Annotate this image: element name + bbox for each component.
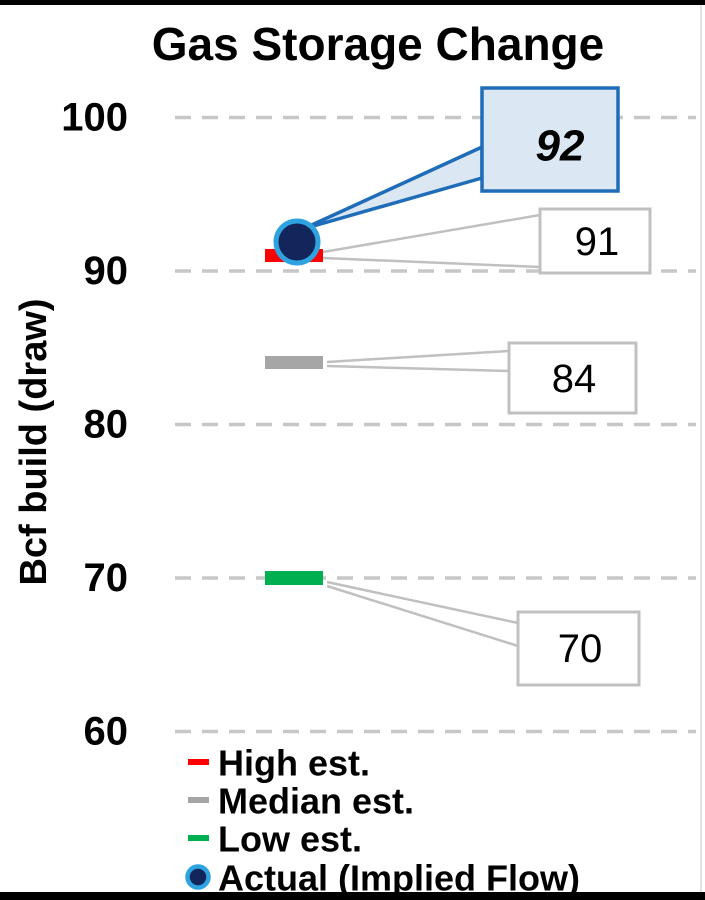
callout-box-92 — [480, 86, 620, 193]
y-tick-70: 70 — [84, 556, 129, 600]
legend-item-actual: Actual (Implied Flow) — [185, 858, 580, 899]
y-tick-100: 100 — [61, 96, 128, 140]
callout-box-70 — [516, 610, 641, 687]
leader-line-84 — [326, 349, 510, 364]
low-est-marker — [265, 571, 323, 585]
y-axis-label: Bcf build (draw) — [13, 298, 55, 585]
legend-swatch-median-dash-icon — [188, 797, 209, 803]
callout-box-84 — [507, 341, 638, 415]
legend-label-high: High est. — [218, 743, 370, 784]
bottom-frame-bar — [0, 892, 705, 900]
legend-swatch-high-dash-icon — [188, 759, 209, 765]
legend-swatch-low-dash-icon — [188, 835, 209, 841]
chart-title: Gas Storage Change — [152, 18, 604, 70]
leader-line-91 — [322, 213, 541, 254]
legend-item-high: High est. — [188, 743, 370, 784]
y-tick-labels: 100 90 80 70 60 — [61, 96, 128, 754]
callout-value-91: 91 — [575, 220, 620, 264]
callout-wedge-92 — [301, 145, 484, 231]
markers — [265, 218, 323, 585]
leader-line-70 — [326, 580, 519, 625]
leader-line-91b — [322, 256, 541, 269]
actual-marker — [273, 218, 321, 266]
legend-label-actual: Actual (Implied Flow) — [218, 858, 580, 899]
callout-value-92: 92 — [536, 122, 585, 171]
callout-92-highlight: 92 — [301, 86, 620, 231]
legend: High est. Median est. Low est. Actual (I… — [185, 743, 580, 899]
legend-label-low: Low est. — [218, 819, 362, 860]
leader-line-70b — [326, 584, 519, 648]
y-tick-60: 60 — [84, 710, 129, 754]
median-est-marker — [265, 356, 323, 369]
top-frame-bar — [0, 0, 705, 5]
callout-box-91 — [538, 207, 652, 275]
callout-value-84: 84 — [552, 357, 597, 401]
legend-label-median: Median est. — [218, 781, 414, 822]
y-tick-90: 90 — [84, 249, 129, 293]
callouts: 91 84 70 — [322, 207, 652, 687]
leader-line-84b — [326, 364, 510, 373]
legend-item-low: Low est. — [188, 819, 362, 860]
legend-swatch-actual-circle-icon — [185, 864, 211, 890]
callout-value-70: 70 — [558, 627, 603, 671]
y-tick-80: 80 — [84, 403, 129, 447]
legend-item-median: Median est. — [188, 781, 414, 822]
